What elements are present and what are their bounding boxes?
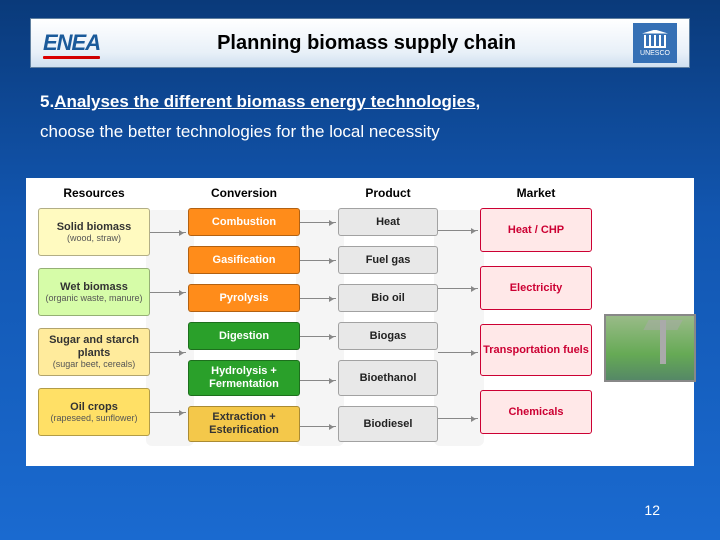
arrow-icon <box>438 418 478 419</box>
box-title: Solid biomass <box>57 221 132 234</box>
box-product: Fuel gas <box>338 246 438 274</box>
col-resources: Resources Solid biomass (wood, straw) We… <box>38 186 150 448</box>
box-sub: (sugar beet, cereals) <box>53 359 136 369</box>
logo-unesco-text: UNESCO <box>640 50 670 57</box>
box-product: Bio oil <box>338 284 438 312</box>
logo-enea: ENEA <box>43 30 100 56</box>
col-header-market: Market <box>480 186 592 208</box>
arrow-icon <box>438 288 478 289</box>
pylon-photo <box>604 314 696 382</box>
col-header-conversion: Conversion <box>188 186 300 208</box>
col-header-product: Product <box>338 186 438 208</box>
zone-connector <box>434 210 484 446</box>
arrow-icon <box>300 260 336 261</box>
logo-unesco: UNESCO <box>633 23 677 63</box>
box-title: Wet biomass <box>60 281 128 294</box>
arrow-icon <box>300 380 336 381</box>
box-market: Electricity <box>480 266 592 310</box>
arrow-icon <box>438 352 478 353</box>
arrow-icon <box>300 298 336 299</box>
page-number: 12 <box>644 502 660 518</box>
arrow-icon <box>300 222 336 223</box>
col-market: Market Heat / CHP Electricity Transporta… <box>480 186 592 434</box>
box-market: Heat / CHP <box>480 208 592 252</box>
arrow-icon <box>150 232 186 233</box>
box-resource: Wet biomass (organic waste, manure) <box>38 268 150 316</box>
col-header-resources: Resources <box>38 186 150 208</box>
box-conversion: Digestion <box>188 322 300 350</box>
unesco-temple-icon <box>642 30 668 48</box>
box-title: Sugar and starch plants <box>39 334 149 359</box>
box-product: Biodiesel <box>338 406 438 442</box>
box-resource: Oil crops (rapeseed, sunflower) <box>38 388 150 436</box>
header-band: ENEA Planning biomass supply chain UNESC… <box>30 18 690 68</box>
box-market: Chemicals <box>480 390 592 434</box>
slide-title: Planning biomass supply chain <box>100 32 633 55</box>
box-conversion: Combustion <box>188 208 300 236</box>
arrow-icon <box>300 426 336 427</box>
arrow-icon <box>150 292 186 293</box>
arrow-icon <box>150 352 186 353</box>
box-conversion: Extraction + Esterification <box>188 406 300 442</box>
arrow-icon <box>438 230 478 231</box>
box-market: Transportation fuels <box>480 324 592 376</box>
intro-comma: , <box>476 92 481 111</box>
box-product: Heat <box>338 208 438 236</box>
arrow-icon <box>150 412 186 413</box>
box-sub: (rapeseed, sunflower) <box>50 413 137 423</box>
intro-underlined: Analyses the different biomass energy te… <box>54 92 475 111</box>
box-conversion: Hydrolysis + Fermentation <box>188 360 300 396</box>
intro-prefix: 5. <box>40 92 54 111</box>
box-sub: (organic waste, manure) <box>45 293 142 303</box>
box-product: Biogas <box>338 322 438 350</box>
box-product: Bioethanol <box>338 360 438 396</box>
col-product: Product Heat Fuel gas Bio oil Biogas Bio… <box>338 186 438 452</box>
arrow-icon <box>300 336 336 337</box>
zone-connector <box>296 210 344 446</box>
box-conversion: Gasification <box>188 246 300 274</box>
supply-chain-diagram: Resources Solid biomass (wood, straw) We… <box>38 186 682 458</box>
box-resource: Solid biomass (wood, straw) <box>38 208 150 256</box>
diagram-container: Resources Solid biomass (wood, straw) We… <box>26 178 694 466</box>
intro-text: 5.Analyses the different biomass energy … <box>40 92 680 142</box>
col-conversion: Conversion Combustion Gasification Pyrol… <box>188 186 300 452</box>
box-conversion: Pyrolysis <box>188 284 300 312</box>
intro-line2: choose the better technologies for the l… <box>40 122 680 142</box>
box-sub: (wood, straw) <box>67 233 121 243</box>
box-resource: Sugar and starch plants (sugar beet, cer… <box>38 328 150 376</box>
box-title: Oil crops <box>70 401 118 414</box>
